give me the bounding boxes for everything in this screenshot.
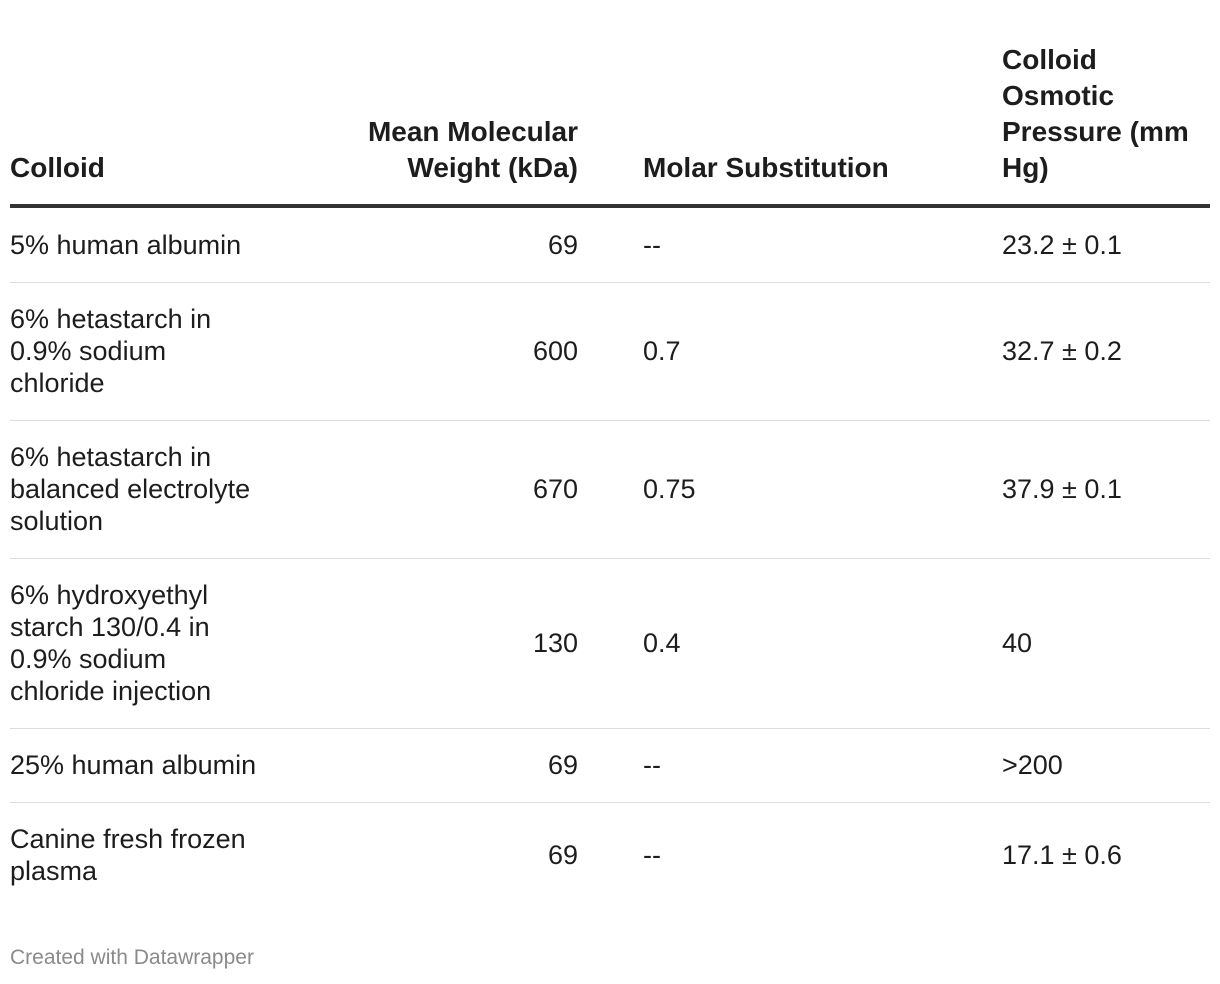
cell-osmotic-pressure: 40 — [1002, 558, 1210, 729]
cell-molar-substitution: 0.4 — [578, 558, 1002, 729]
cell-molecular-weight: 600 — [310, 282, 578, 421]
cell-colloid: 5% human albumin — [10, 206, 310, 283]
cell-molecular-weight: 69 — [310, 206, 578, 283]
cell-molar-substitution: 0.75 — [578, 420, 1002, 559]
cell-colloid: Canine fresh frozen plasma — [10, 802, 310, 908]
cell-colloid: 6% hetastarch in balanced electrolyte so… — [10, 420, 310, 559]
column-header-molecular-weight: Mean Molecular Weight (kDa) — [310, 0, 578, 208]
cell-colloid: 6% hetastarch in 0.9% sodium chloride — [10, 282, 310, 421]
cell-colloid-text: 6% hydroxyethyl starch 130/0.4 in 0.9% s… — [10, 580, 212, 706]
cell-molar-substitution: -- — [578, 728, 1002, 803]
cell-colloid-text: 6% hetastarch in 0.9% sodium chloride — [10, 304, 212, 398]
cell-colloid: 6% hydroxyethyl starch 130/0.4 in 0.9% s… — [10, 558, 310, 729]
table-row: Canine fresh frozen plasma 69 -- 17.1 ± … — [10, 802, 1210, 908]
column-header-molar-substitution: Molar Substitution — [578, 0, 1002, 208]
data-table-container: Colloid Mean Molecular Weight (kDa) Mola… — [10, 0, 1210, 908]
cell-colloid: 25% human albumin — [10, 728, 310, 803]
cell-molecular-weight: 69 — [547, 840, 578, 871]
cell-molecular-weight: 130 — [310, 558, 578, 729]
table-row: 6% hetastarch in 0.9% sodium chloride 60… — [10, 282, 1210, 421]
table-row: 25% human albumin 69 -- >200 — [10, 728, 1210, 803]
cell-molecular-weight: 69 — [310, 728, 578, 803]
column-header-osmotic-pressure: Colloid Osmotic Pressure (mm Hg) — [1002, 0, 1210, 208]
cell-molar-substitution: -- — [578, 206, 1002, 283]
cell-osmotic-pressure: 23.2 ± 0.1 — [1002, 206, 1210, 283]
cell-osmotic-pressure: 32.7 ± 0.2 — [1002, 282, 1210, 421]
table-row: 5% human albumin 69 -- 23.2 ± 0.1 — [10, 206, 1210, 283]
cell-osmotic-pressure: 37.9 ± 0.1 — [1002, 420, 1210, 559]
footer-credit: Created with Datawrapper — [10, 946, 254, 969]
cell-osmotic-pressure: >200 — [1002, 728, 1210, 803]
column-header-colloid: Colloid — [10, 0, 310, 208]
cell-molar-substitution: 0.7 — [578, 282, 1002, 421]
colloid-table: Colloid Mean Molecular Weight (kDa) Mola… — [10, 0, 1210, 908]
table-row: 6% hetastarch in balanced electrolyte so… — [10, 420, 1210, 559]
cell-molar-substitution: -- — [643, 840, 661, 871]
cell-colloid-text: 6% hetastarch in balanced electrolyte so… — [10, 442, 251, 536]
cell-colloid-text: Canine fresh frozen plasma — [10, 824, 246, 887]
header-row: Colloid Mean Molecular Weight (kDa) Mola… — [10, 0, 1210, 208]
table-row: 6% hydroxyethyl starch 130/0.4 in 0.9% s… — [10, 558, 1210, 729]
cell-molecular-weight: 670 — [310, 420, 578, 559]
cell-osmotic-pressure: 17.1 ± 0.6 — [1002, 840, 1122, 871]
